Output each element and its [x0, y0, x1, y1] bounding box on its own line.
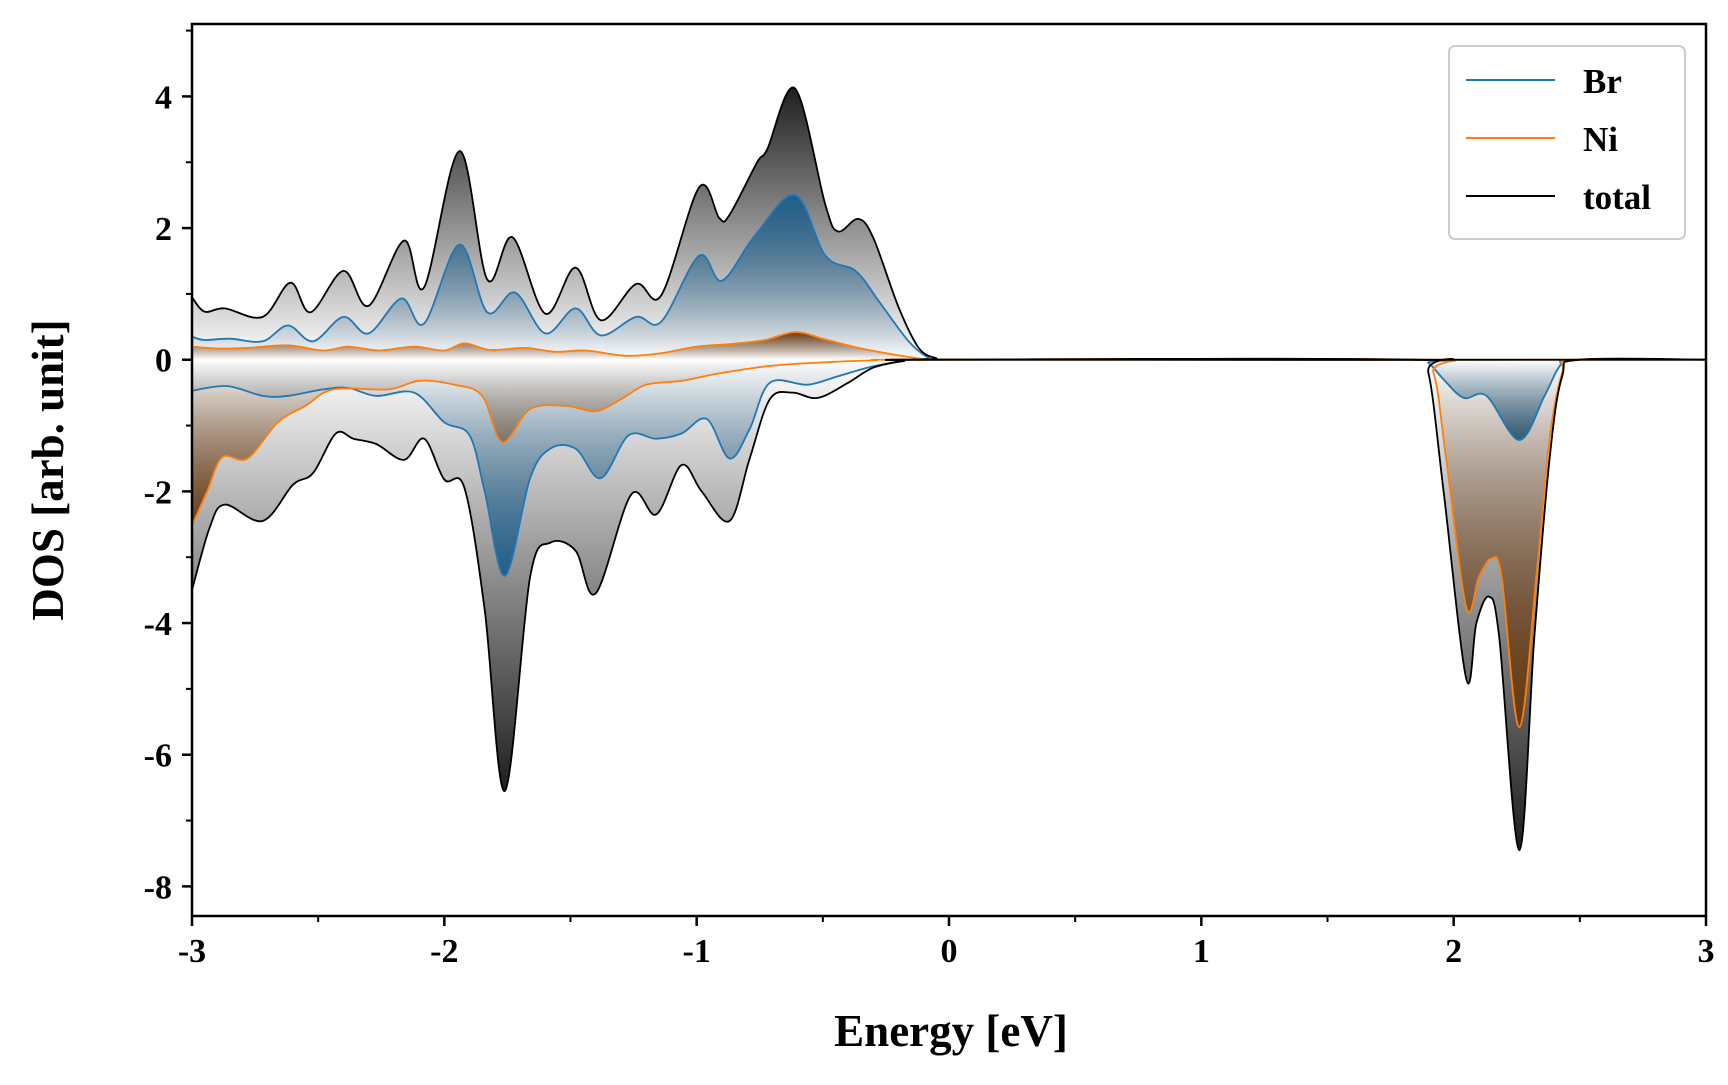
y-tick-label: -8: [144, 869, 172, 906]
y-tick-label: -6: [144, 738, 172, 775]
x-tick-label: 2: [1445, 933, 1462, 970]
line-up-total: [191, 86, 1707, 361]
legend-label-total: total: [1583, 178, 1651, 217]
fill-up-br: [192, 194, 944, 360]
fill-down-ni: [192, 359, 924, 526]
axes: -3 -2 -1 0 1 2 3 4 2 0 -2 -4 -6 -8: [144, 22, 1715, 970]
legend-box: [1448, 45, 1686, 240]
x-axis-label: Energy [eV]: [834, 1006, 1068, 1056]
line-down-br: [191, 358, 1707, 577]
line-down-total: [191, 357, 1707, 852]
series-lines: [191, 86, 1707, 852]
y-tick-label: -4: [144, 606, 172, 643]
fill-down-peak2-ni: [1413, 359, 1575, 728]
line-down-ni: [191, 357, 1707, 729]
x-tick-label: -2: [430, 933, 458, 970]
x-tick-label: -1: [683, 933, 711, 970]
x-tick-label: 0: [941, 933, 958, 970]
y-tick-label: 4: [155, 79, 172, 116]
legend-label-ni: Ni: [1583, 120, 1618, 159]
legend: Br Ni total: [1448, 45, 1686, 240]
fill-down-br: [192, 359, 929, 576]
y-axis-label: DOS [arb. unit]: [23, 319, 73, 620]
x-tick-label: 3: [1698, 933, 1715, 970]
y-tick-label: 0: [155, 343, 172, 380]
y-tick-label: -2: [144, 474, 172, 511]
fill-up-ni: [192, 332, 949, 360]
x-tick-label: -3: [178, 933, 206, 970]
area-fills: [192, 87, 1580, 851]
y-tick-label: 2: [155, 211, 172, 248]
fill-down-total: [192, 359, 929, 792]
legend-label-br: Br: [1583, 62, 1622, 101]
line-up-br: [191, 194, 1707, 361]
x-tick-label: 1: [1193, 933, 1210, 970]
